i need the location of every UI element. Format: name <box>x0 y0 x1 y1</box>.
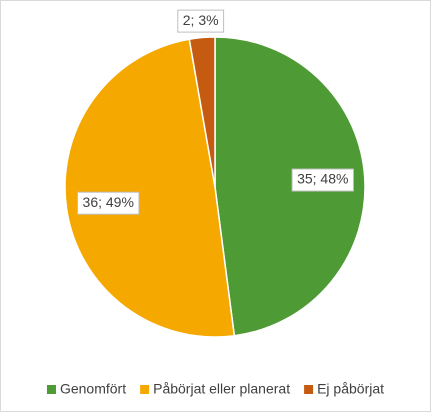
legend-swatch <box>140 385 150 394</box>
data-label-text: 35; 48% <box>297 171 348 187</box>
data-label-text: 2; 3% <box>183 12 219 28</box>
legend-label: Ej påbörjat <box>317 381 384 397</box>
data-label-text: 36; 49% <box>83 194 134 210</box>
legend-swatch <box>46 385 56 394</box>
legend-label: Genomfört <box>60 381 126 397</box>
data-label: 2; 3% <box>177 9 225 33</box>
data-label: 36; 49% <box>77 191 140 215</box>
pie-slice <box>64 38 236 338</box>
data-label: 35; 48% <box>291 168 354 192</box>
data-label-box <box>77 191 140 215</box>
pie-slice <box>188 36 216 188</box>
data-label-box <box>177 9 225 33</box>
legend-label: Påbörjat eller planerat <box>153 381 290 397</box>
pie-slice <box>214 36 366 337</box>
legend-swatch <box>304 385 314 394</box>
data-label-box <box>291 168 354 192</box>
legend: Genomfört Påbörjat eller planerat Ej påbör… <box>46 381 384 397</box>
